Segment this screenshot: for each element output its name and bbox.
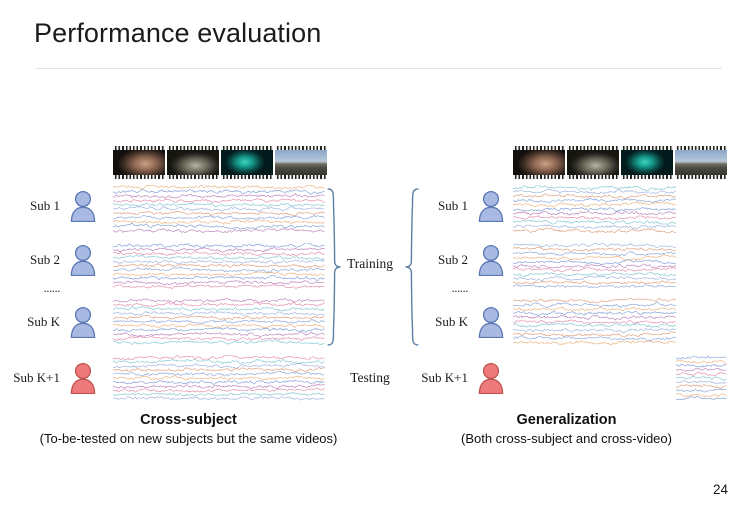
film-still	[621, 150, 673, 175]
film-sprockets-icon	[275, 175, 327, 179]
video-filmstrip-right	[513, 146, 727, 179]
film-frame-2	[567, 146, 619, 179]
film-frame-2	[167, 146, 219, 179]
film-frame-3	[221, 146, 273, 179]
row-label-sub-2: Sub 2	[438, 252, 468, 267]
row-label-sub-k-plus-1: Sub K+1	[421, 370, 468, 385]
film-sprockets-icon	[167, 146, 219, 150]
film-sprockets-icon	[113, 175, 165, 179]
avatar-sub-k	[476, 306, 506, 338]
film-sprockets-icon	[167, 175, 219, 179]
eeg-block-sub-k-plus-1	[676, 355, 727, 401]
eeg-block-sub-k-plus-1	[113, 355, 325, 401]
training-brace-left	[327, 188, 341, 346]
avatar-sub-1	[68, 190, 98, 222]
film-still	[221, 150, 273, 175]
avatar-sub-2	[68, 244, 98, 276]
film-sprockets-icon	[567, 146, 619, 150]
avatar-sub-1	[476, 190, 506, 222]
eeg-block-sub-1	[113, 185, 325, 233]
row-label-ellipsis: ......	[451, 280, 469, 295]
film-still	[167, 150, 219, 175]
row-label-ellipsis: ......	[43, 280, 61, 295]
page-title: Performance evaluation	[34, 18, 322, 48]
film-sprockets-icon	[275, 146, 327, 150]
film-still	[275, 150, 327, 175]
row-label-sub-k: Sub K	[27, 314, 60, 329]
film-frame-4	[675, 146, 727, 179]
film-still	[675, 150, 727, 175]
video-filmstrip-left	[113, 146, 327, 179]
caption-title-cross-subject: Cross-subject	[140, 412, 237, 428]
eeg-block-sub-2	[513, 243, 676, 289]
row-label-sub-1: Sub 1	[438, 198, 468, 213]
training-label: Training	[346, 256, 393, 271]
film-frame-1	[513, 146, 565, 179]
film-still	[567, 150, 619, 175]
avatar-sub-k-plus-1	[476, 362, 506, 394]
row-label-sub-2: Sub 2	[30, 252, 60, 267]
row-label-sub-1: Sub 1	[30, 198, 60, 213]
film-frame-1	[113, 146, 165, 179]
film-still	[513, 150, 565, 175]
film-sprockets-icon	[513, 175, 565, 179]
training-brace-right	[405, 188, 419, 346]
eeg-block-sub-1	[513, 185, 676, 233]
caption-title-generalization: Generalization	[516, 412, 617, 428]
avatar-sub-k	[68, 306, 98, 338]
film-sprockets-icon	[621, 146, 673, 150]
avatar-sub-k-plus-1	[68, 362, 98, 394]
testing-label: Testing	[350, 370, 390, 385]
film-sprockets-icon	[675, 175, 727, 179]
row-label-sub-k-plus-1: Sub K+1	[13, 370, 60, 385]
film-sprockets-icon	[513, 146, 565, 150]
film-sprockets-icon	[567, 175, 619, 179]
avatar-sub-2	[476, 244, 506, 276]
film-sprockets-icon	[221, 146, 273, 150]
film-still	[113, 150, 165, 175]
title-divider	[35, 68, 722, 69]
film-frame-3	[621, 146, 673, 179]
generalization-panel: Sub 1 Sub 2 ...... Sub K Sub K+1 General…	[378, 0, 755, 513]
caption-subtitle-generalization: (Both cross-subject and cross-video)	[461, 431, 672, 446]
caption-subtitle-cross-subject: (To-be-tested on new subjects but the sa…	[39, 431, 338, 446]
film-sprockets-icon	[675, 146, 727, 150]
film-sprockets-icon	[221, 175, 273, 179]
film-sprockets-icon	[621, 175, 673, 179]
cross-subject-panel: Sub 1 Sub 2 ...... Sub K Sub K+1 Cross-s…	[0, 0, 377, 513]
page-number: 24	[712, 482, 728, 497]
eeg-block-sub-2	[113, 243, 325, 289]
eeg-block-sub-k	[113, 298, 325, 345]
film-frame-4	[275, 146, 327, 179]
eeg-block-sub-k	[513, 298, 676, 345]
film-sprockets-icon	[113, 146, 165, 150]
row-label-sub-k: Sub K	[435, 314, 468, 329]
